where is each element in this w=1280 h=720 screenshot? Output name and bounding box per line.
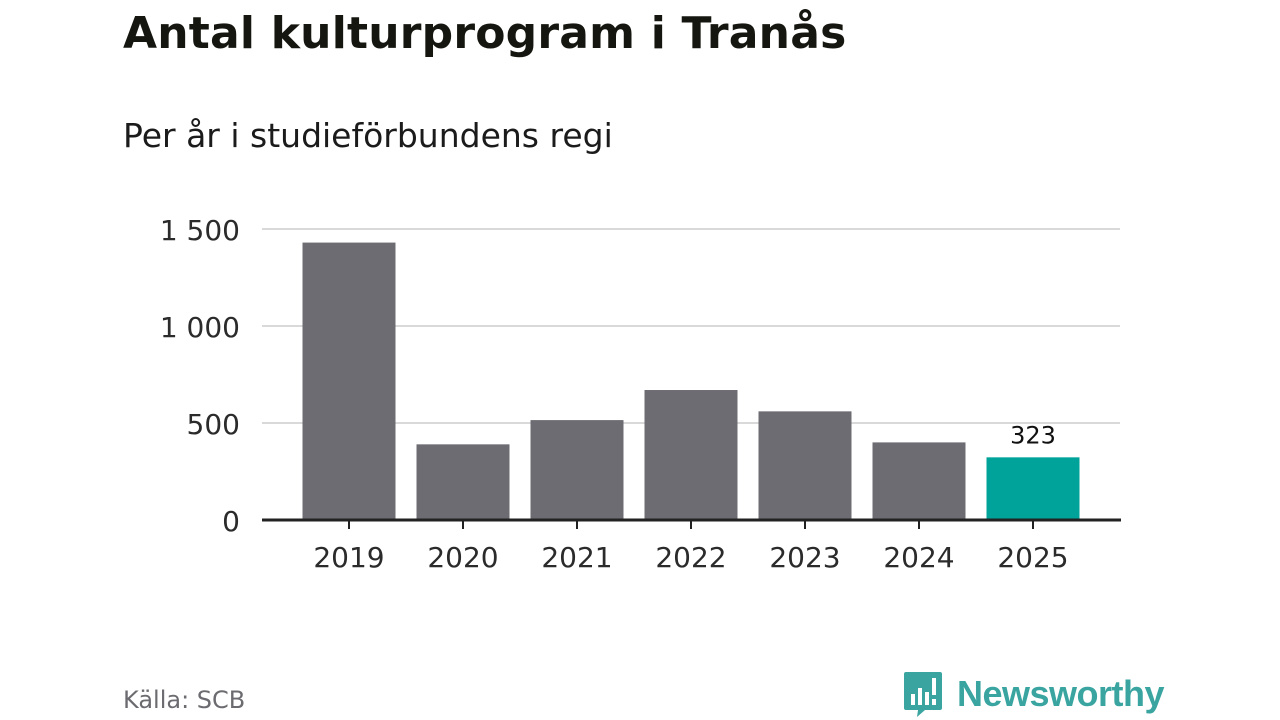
newsworthy-logo-icon (904, 672, 942, 717)
logo-wordmark: Newsworthy (957, 673, 1165, 714)
y-tick-label: 1 500 (160, 214, 240, 247)
bar-2024 (872, 442, 966, 520)
y-tick-label: 1 000 (160, 311, 240, 344)
bar-2021 (530, 420, 624, 520)
x-tick-label: 2020 (427, 541, 498, 574)
data-label: 323 (1010, 421, 1056, 449)
x-tick-label: 2024 (883, 541, 954, 574)
x-tick-label: 2019 (313, 541, 384, 574)
y-tick-label: 500 (187, 408, 240, 441)
x-tick-label: 2022 (655, 541, 726, 574)
x-tick-label: 2021 (541, 541, 612, 574)
y-tick-label: 0 (222, 505, 240, 538)
bar-2020 (416, 444, 510, 520)
bar-2019 (302, 242, 396, 520)
x-tick-label: 2025 (997, 541, 1068, 574)
bar-chart: 0 500 1 000 1 500 2019 2020 2021 2022 2023 2024 20… (160, 214, 1121, 574)
bar-2022 (644, 390, 738, 520)
newsworthy-logo: Newsworthy (903, 670, 1165, 718)
x-tick-label: 2023 (769, 541, 840, 574)
chart-title: Antal kulturprogram i Tranås (123, 8, 847, 59)
bar-2023 (758, 411, 852, 520)
source-note: Källa: SCB (123, 686, 246, 714)
chart-subtitle: Per år i studieförbundens regi (123, 116, 613, 155)
bar-2025 (986, 457, 1080, 520)
